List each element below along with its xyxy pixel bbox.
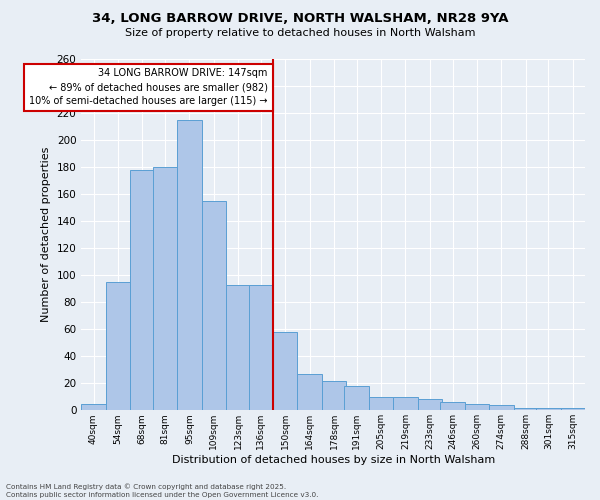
Bar: [298, 374, 322, 410]
Bar: [130, 170, 155, 410]
Bar: [226, 284, 250, 410]
Bar: [536, 408, 560, 410]
Text: Size of property relative to detached houses in North Walsham: Size of property relative to detached ho…: [125, 28, 475, 38]
Text: 34, LONG BARROW DRIVE, NORTH WALSHAM, NR28 9YA: 34, LONG BARROW DRIVE, NORTH WALSHAM, NR…: [92, 12, 508, 26]
Bar: [560, 408, 585, 410]
Text: Contains HM Land Registry data © Crown copyright and database right 2025.
Contai: Contains HM Land Registry data © Crown c…: [6, 484, 319, 498]
Bar: [418, 400, 442, 410]
Bar: [273, 332, 298, 410]
Bar: [248, 284, 273, 410]
Bar: [106, 282, 130, 410]
Y-axis label: Number of detached properties: Number of detached properties: [41, 147, 51, 322]
Bar: [489, 405, 514, 410]
Bar: [344, 386, 369, 410]
Bar: [393, 397, 418, 410]
Text: 34 LONG BARROW DRIVE: 147sqm
← 89% of detached houses are smaller (982)
10% of s: 34 LONG BARROW DRIVE: 147sqm ← 89% of de…: [29, 68, 268, 106]
Bar: [153, 167, 177, 410]
X-axis label: Distribution of detached houses by size in North Walsham: Distribution of detached houses by size …: [172, 455, 495, 465]
Bar: [82, 404, 106, 410]
Bar: [322, 380, 346, 410]
Bar: [177, 120, 202, 410]
Bar: [369, 397, 393, 410]
Bar: [440, 402, 465, 410]
Bar: [465, 404, 489, 410]
Bar: [514, 408, 538, 410]
Bar: [202, 201, 226, 410]
